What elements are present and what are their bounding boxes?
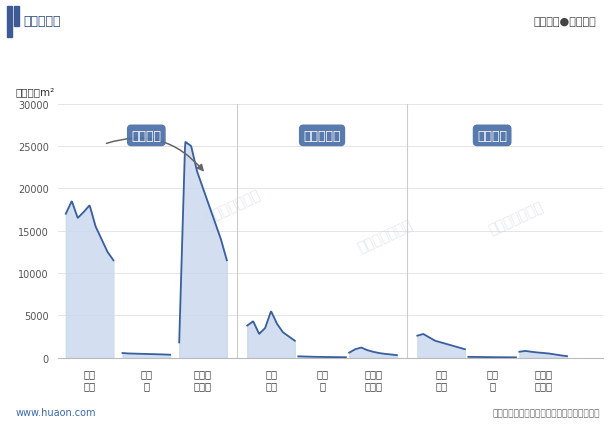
Text: 2016-2024年1-7月山西省房地产施工面积情况: 2016-2024年1-7月山西省房地产施工面积情况 [167, 58, 448, 76]
Text: www.huaon.com: www.huaon.com [15, 407, 96, 417]
Text: 华经产业研究院: 华经产业研究院 [486, 200, 545, 237]
Text: 专业严谨●客观科学: 专业严谨●客观科学 [534, 17, 597, 26]
Bar [14, 7, 19, 27]
Text: 数据来源：国家统计局、华经产业研究院整理: 数据来源：国家统计局、华经产业研究院整理 [492, 409, 600, 417]
Text: 新开工面积: 新开工面积 [303, 130, 341, 143]
Text: 施工面积: 施工面积 [132, 130, 161, 143]
Text: 单位：万m²: 单位：万m² [15, 86, 55, 97]
Text: 华经情报网: 华经情报网 [23, 15, 61, 28]
Text: 华经产业研究院: 华经产业研究院 [203, 187, 262, 225]
Bar [7, 7, 12, 38]
Text: 竣工面积: 竣工面积 [477, 130, 507, 143]
Text: 华经产业研究院: 华经产业研究院 [355, 218, 415, 255]
